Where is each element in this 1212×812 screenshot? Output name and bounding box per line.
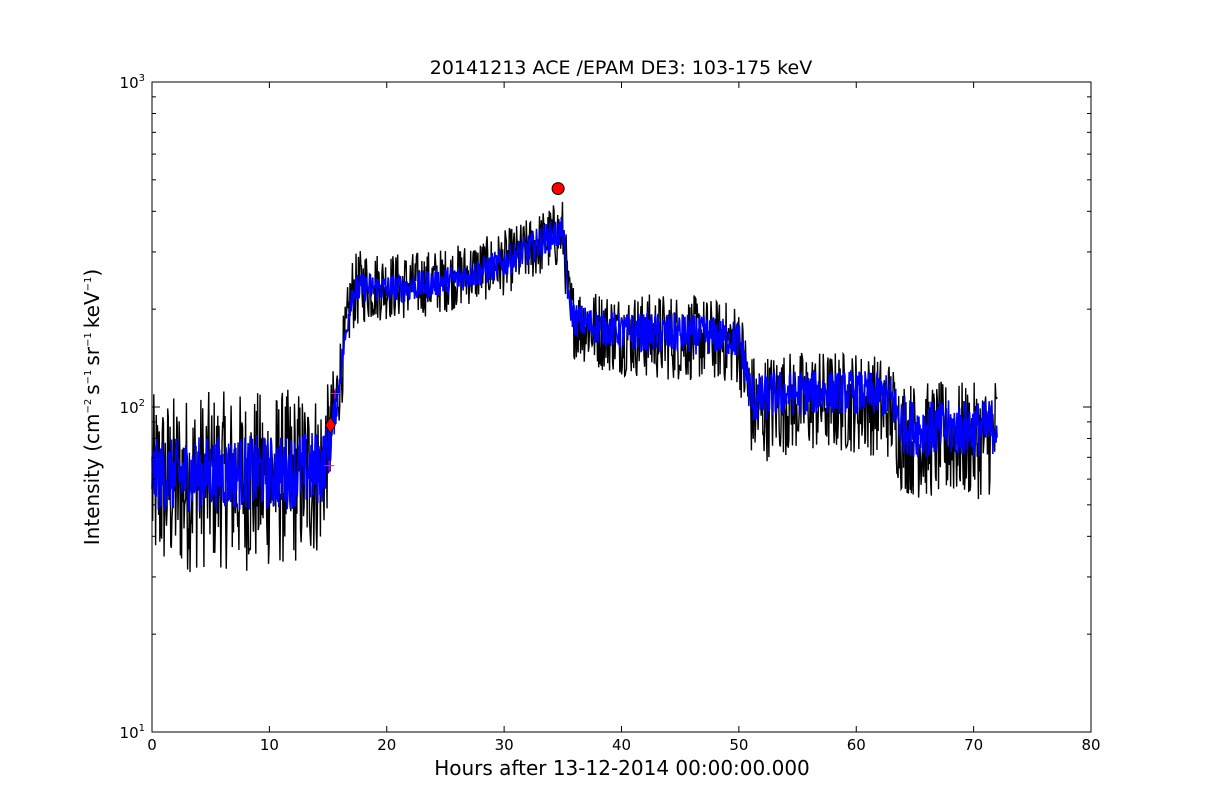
onset-marker [324, 416, 336, 434]
chart-title: 20141213 ACE /EPAM DE3: 103-175 keV [430, 57, 812, 79]
y-axis: 101 102 103 [120, 73, 1091, 742]
x-tick-label: 70 [964, 736, 983, 754]
x-tick-label: 20 [377, 736, 396, 754]
x-tick-label: 30 [495, 736, 514, 754]
marker-layer [324, 182, 565, 471]
x-tick-label: 50 [729, 736, 748, 754]
x-tick-label: 10 [260, 736, 279, 754]
y-tick-label: 102 [120, 398, 145, 417]
x-tick-label: 0 [147, 736, 157, 754]
x-tick-label: 60 [847, 736, 866, 754]
crosshair-marker-1 [324, 460, 335, 471]
y-tick-label: 103 [120, 73, 145, 92]
x-tick-label: 40 [612, 736, 631, 754]
plot-frame [151, 81, 1092, 733]
y-tick-label: 101 [120, 723, 145, 742]
x-tick-label: 80 [1081, 736, 1100, 754]
series-layer [151, 201, 998, 573]
crosshair-marker-2 [330, 388, 341, 399]
y-axis-label: Intensity (cm−2s−1sr−1keV−1) [80, 269, 104, 545]
series-line-smoothed [151, 216, 998, 513]
x-axis-label: Hours after 13-12-2014 00:00:00.000 [434, 756, 810, 780]
peak-marker [551, 182, 565, 196]
x-axis: 0 10 20 30 40 50 60 70 80 [147, 82, 1101, 754]
